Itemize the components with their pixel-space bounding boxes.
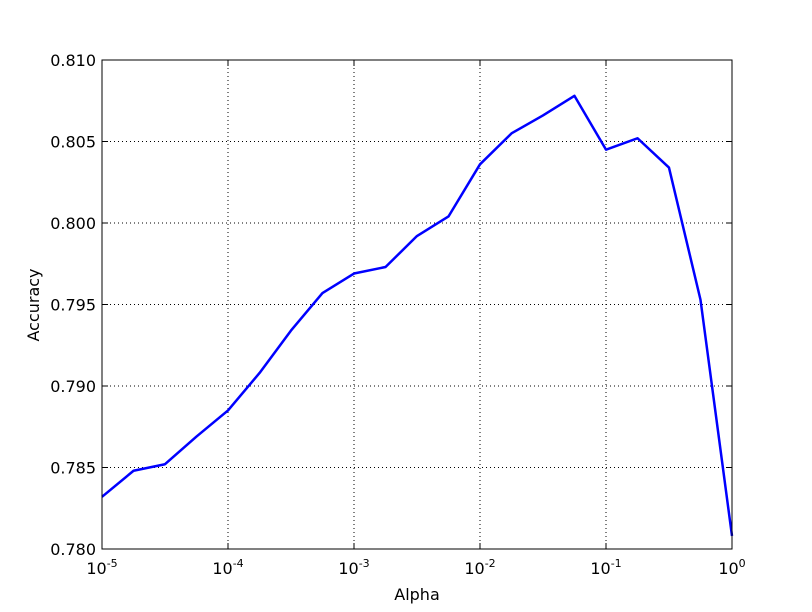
x-axis-label: Alpha bbox=[394, 585, 440, 604]
y-tick-label: 0.795 bbox=[50, 296, 96, 315]
y-tick-label: 0.785 bbox=[50, 459, 96, 478]
x-tick-label: 10-3 bbox=[338, 557, 369, 578]
y-tick-label: 0.780 bbox=[50, 540, 96, 559]
y-axis-label: Accuracy bbox=[24, 268, 43, 341]
x-tick-label: 10-1 bbox=[590, 557, 621, 578]
x-tick-label: 10-2 bbox=[464, 557, 495, 578]
x-tick-label: 10-4 bbox=[212, 557, 243, 578]
y-tick-label: 0.810 bbox=[50, 51, 96, 70]
tick-layer: 10-5 10-4 10-3 10-2 10-1 100 0.780 0.785 0.790 0.… bbox=[50, 51, 745, 578]
y-tick-label: 0.790 bbox=[50, 377, 96, 396]
line-layer bbox=[101, 94, 734, 537]
y-tick-label: 0.800 bbox=[50, 214, 96, 233]
x-tick-label: 10-5 bbox=[86, 557, 117, 578]
y-tick-label: 0.805 bbox=[50, 133, 96, 152]
x-tick-label: 100 bbox=[718, 557, 745, 578]
